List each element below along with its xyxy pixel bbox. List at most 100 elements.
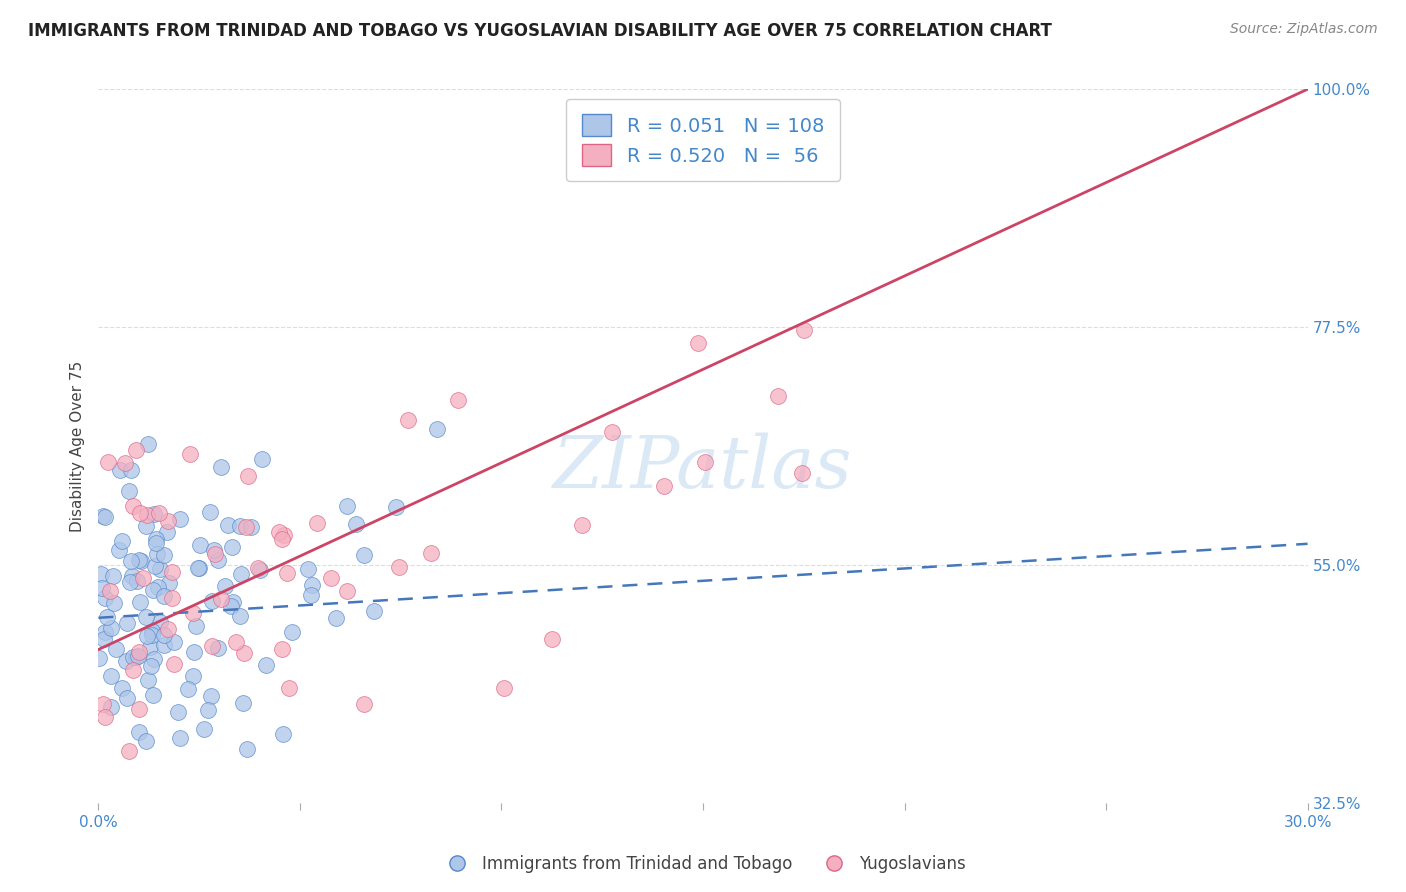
Point	[207, 553, 229, 567]
Point	[163, 635, 186, 649]
Point	[686, 336, 709, 351]
Point	[204, 547, 226, 561]
Point	[141, 624, 163, 638]
Point	[160, 565, 183, 579]
Point	[363, 604, 385, 618]
Point	[132, 571, 155, 585]
Point	[103, 596, 125, 610]
Point	[156, 622, 179, 636]
Point	[384, 500, 406, 515]
Point	[121, 664, 143, 678]
Point	[207, 641, 229, 656]
Point	[281, 625, 304, 640]
Point	[115, 691, 138, 706]
Point	[176, 681, 198, 696]
Point	[335, 583, 357, 598]
Point	[111, 533, 134, 548]
Point	[325, 611, 347, 625]
Legend: Immigrants from Trinidad and Tobago, Yugoslavians: Immigrants from Trinidad and Tobago, Yug…	[433, 848, 973, 880]
Point	[571, 518, 593, 533]
Text: IMMIGRANTS FROM TRINIDAD AND TOBAGO VS YUGOSLAVIAN DISABILITY AGE OVER 75 CORREL: IMMIGRANTS FROM TRINIDAD AND TOBAGO VS Y…	[28, 22, 1052, 40]
Point	[100, 700, 122, 714]
Point	[117, 484, 139, 499]
Point	[146, 547, 169, 561]
Point	[105, 642, 128, 657]
Point	[125, 649, 148, 664]
Point	[136, 629, 159, 643]
Point	[108, 833, 131, 847]
Point	[91, 581, 114, 595]
Point	[115, 654, 138, 668]
Point	[149, 615, 172, 629]
Point	[101, 569, 124, 583]
Point	[217, 518, 239, 533]
Point	[600, 425, 623, 440]
Point	[336, 500, 359, 514]
Point	[228, 518, 250, 533]
Point	[238, 469, 260, 483]
Point	[183, 645, 205, 659]
Point	[276, 566, 298, 580]
Point	[122, 650, 145, 665]
Point	[200, 505, 222, 519]
Point	[139, 659, 162, 673]
Point	[792, 467, 814, 481]
Point	[153, 628, 176, 642]
Point	[143, 652, 166, 666]
Point	[156, 525, 179, 540]
Point	[188, 560, 211, 574]
Point	[143, 559, 166, 574]
Point	[492, 681, 515, 695]
Point	[128, 506, 150, 520]
Point	[100, 621, 122, 635]
Point	[197, 703, 219, 717]
Point	[250, 452, 273, 467]
Text: Source: ZipAtlas.com: Source: ZipAtlas.com	[1230, 22, 1378, 37]
Point	[120, 463, 142, 477]
Point	[87, 650, 110, 665]
Point	[202, 542, 225, 557]
Point	[297, 562, 319, 576]
Point	[153, 589, 176, 603]
Point	[179, 447, 201, 461]
Point	[128, 725, 150, 739]
Point	[128, 702, 150, 716]
Point	[128, 595, 150, 609]
Point	[193, 723, 215, 737]
Point	[145, 532, 167, 546]
Point	[135, 508, 157, 522]
Point	[169, 731, 191, 745]
Point	[228, 608, 250, 623]
Point	[271, 641, 294, 656]
Point	[157, 514, 180, 528]
Point	[91, 697, 114, 711]
Point	[121, 499, 143, 513]
Point	[163, 657, 186, 672]
Point	[541, 632, 564, 647]
Point	[420, 546, 443, 560]
Point	[211, 460, 233, 475]
Point	[107, 542, 129, 557]
Point	[307, 516, 329, 531]
Point	[186, 618, 208, 632]
Point	[136, 437, 159, 451]
Point	[149, 562, 172, 576]
Point	[219, 599, 242, 614]
Point	[125, 442, 148, 457]
Point	[120, 554, 142, 568]
Text: ZIPatlas: ZIPatlas	[553, 432, 853, 503]
Point	[94, 591, 117, 605]
Point	[100, 669, 122, 683]
Point	[97, 455, 120, 469]
Point	[235, 520, 257, 534]
Point	[353, 548, 375, 562]
Point	[157, 576, 180, 591]
Point	[120, 575, 142, 590]
Point	[271, 532, 294, 546]
Point	[90, 567, 112, 582]
Point	[254, 658, 277, 673]
Point	[249, 563, 271, 577]
Point	[118, 744, 141, 758]
Point	[299, 588, 322, 602]
Point	[200, 689, 222, 703]
